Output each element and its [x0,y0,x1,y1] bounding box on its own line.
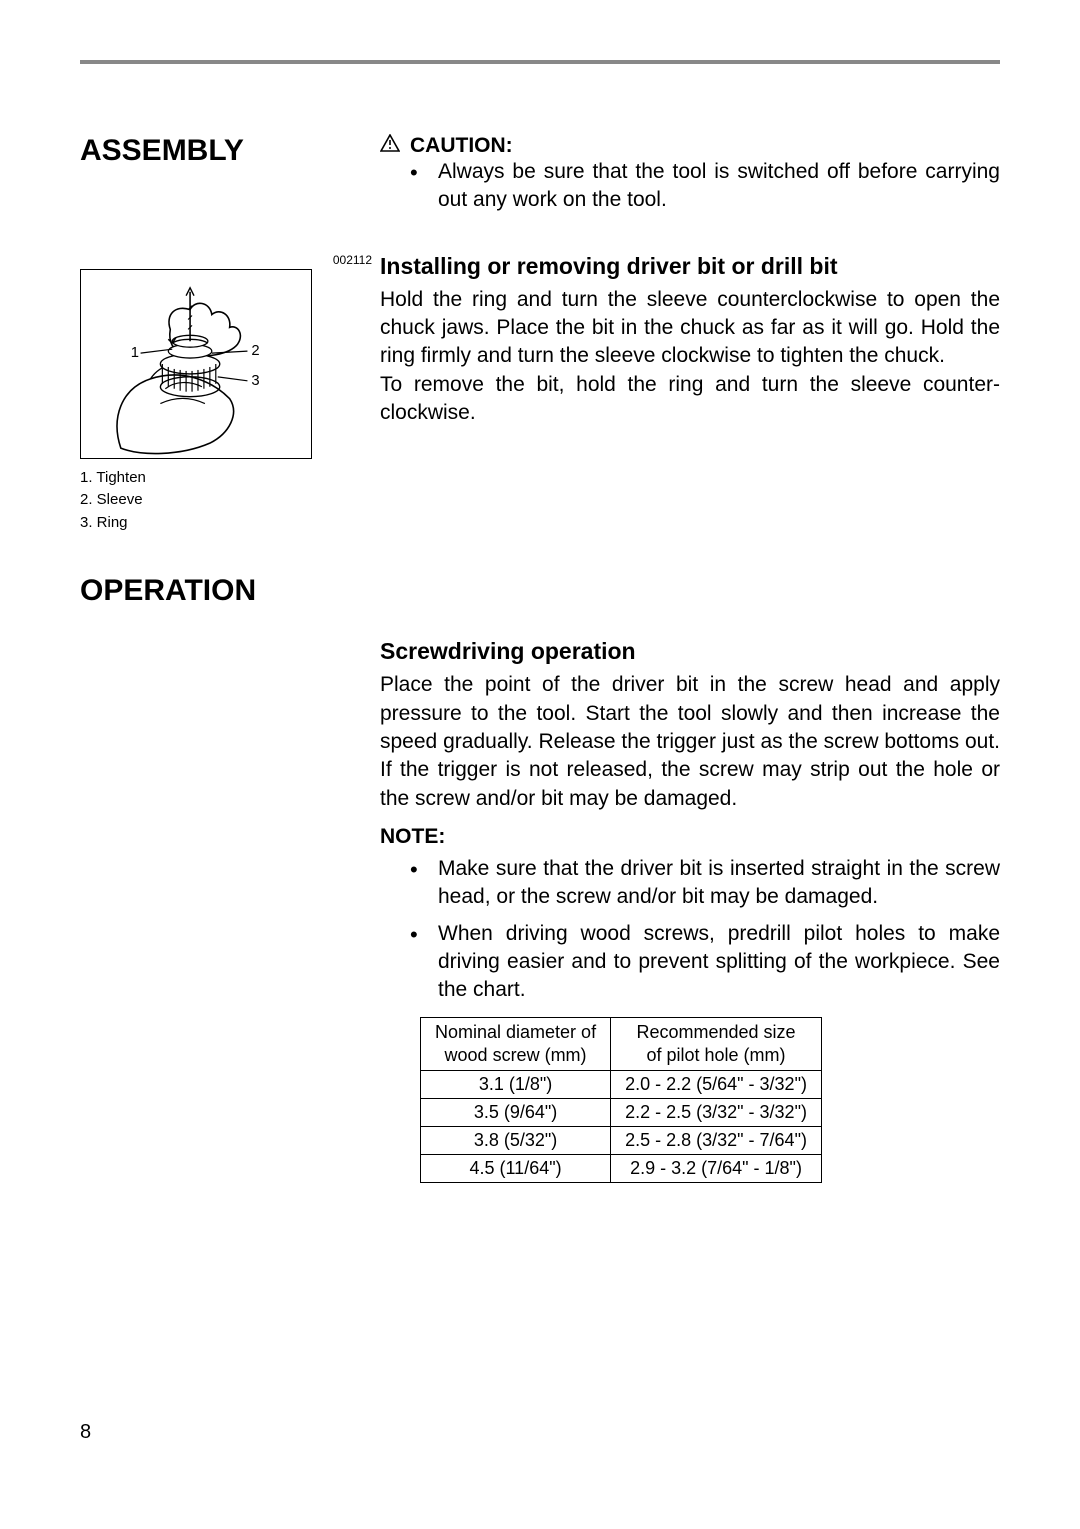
table-cell: 3.1 (1/8") [421,1071,611,1099]
install-heading: Installing or removing driver bit or dri… [380,253,1000,280]
screw-body: Place the point of the driver bit in the… [380,671,1000,813]
callout-1: 1 [131,345,139,361]
table-cell: 3.8 (5/32") [421,1127,611,1155]
caution-label: CAUTION: [410,134,513,158]
table-cell: 2.2 - 2.5 (3/32" - 3/32") [611,1099,822,1127]
table-header-2: Recommended sizeof pilot hole (mm) [611,1017,822,1071]
pilot-hole-table: Nominal diameter ofwood screw (mm) Recom… [420,1017,822,1184]
table-cell: 2.5 - 2.8 (3/32" - 7/64") [611,1127,822,1155]
legend-3: 3. Ring [80,512,380,535]
caution-line: CAUTION: [380,134,1000,158]
operation-body-row: Screwdriving operation Place the point o… [80,638,1000,1183]
table-row: 3.5 (9/64")2.2 - 2.5 (3/32" - 3/32") [421,1099,822,1127]
assembly-body-row: 002112 [80,253,1000,535]
operation-header-row: OPERATION [80,574,1000,608]
top-rule [80,60,1000,64]
assembly-title: ASSEMBLY [80,134,380,168]
table-header-1: Nominal diameter ofwood screw (mm) [421,1017,611,1071]
note-bullet-1: Make sure that the driver bit is inserte… [410,855,1000,912]
note-bullets: Make sure that the driver bit is inserte… [380,855,1000,1005]
assembly-header-row: ASSEMBLY CAUTION: Always be sure that th… [80,134,1000,223]
table-cell: 2.0 - 2.2 (5/64" - 3/32") [611,1071,822,1099]
caution-bullet-1: Always be sure that the tool is switched… [410,158,1000,215]
install-body: Hold the ring and turn the sleeve counte… [380,286,1000,428]
figure-legend: 1. Tighten 2. Sleeve 3. Ring [80,467,380,535]
caution-bullets: Always be sure that the tool is switched… [380,158,1000,215]
page-number: 8 [80,1421,91,1444]
callout-3: 3 [251,372,259,388]
chuck-illustration: 1 2 3 [81,270,311,458]
table-row: 4.5 (11/64")2.9 - 3.2 (7/64" - 1/8") [421,1155,822,1183]
table-cell: 4.5 (11/64") [421,1155,611,1183]
table-row: 3.8 (5/32")2.5 - 2.8 (3/32" - 7/64") [421,1127,822,1155]
table-cell: 2.9 - 3.2 (7/64" - 1/8") [611,1155,822,1183]
note-label: NOTE: [380,825,1000,849]
legend-1: 1. Tighten [80,467,380,490]
table-row: 3.1 (1/8")2.0 - 2.2 (5/64" - 3/32") [421,1071,822,1099]
table-cell: 3.5 (9/64") [421,1099,611,1127]
figure-block: 002112 [80,253,380,535]
note-bullet-2: When driving wood screws, predrill pilot… [410,920,1000,1005]
figure-box: 1 2 3 [80,269,312,459]
legend-2: 2. Sleeve [80,489,380,512]
figure-id: 002112 [80,253,380,267]
operation-title: OPERATION [80,574,380,608]
warning-icon [380,134,400,158]
callout-2: 2 [251,343,259,359]
screw-heading: Screwdriving operation [380,638,1000,665]
